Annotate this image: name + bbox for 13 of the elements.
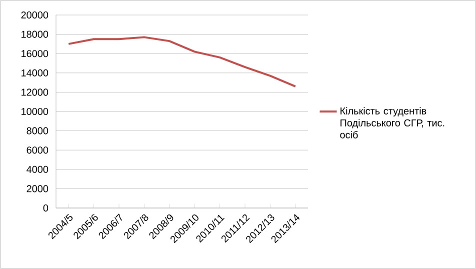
line-series — [68, 36, 296, 88]
y-tick-label: 10000 — [22, 108, 48, 116]
y-tick-label: 2000 — [26, 185, 48, 192]
y-tick-label: 12000 — [22, 88, 48, 96]
y-tick-label: 8000 — [26, 127, 48, 134]
y-tick-label: 4000 — [26, 166, 48, 173]
y-tick-label: 14000 — [22, 69, 48, 76]
y-tick-label: 6000 — [26, 146, 48, 154]
y-tick-label: 0 — [43, 204, 48, 212]
y-tick-label: 18000 — [22, 30, 48, 38]
y-tick-label: 20000 — [21, 11, 48, 19]
y-tick-label: 16000 — [22, 50, 48, 58]
legend-label: Кількість студентів Подільського СГР, тис. осіб — [340, 107, 444, 138]
